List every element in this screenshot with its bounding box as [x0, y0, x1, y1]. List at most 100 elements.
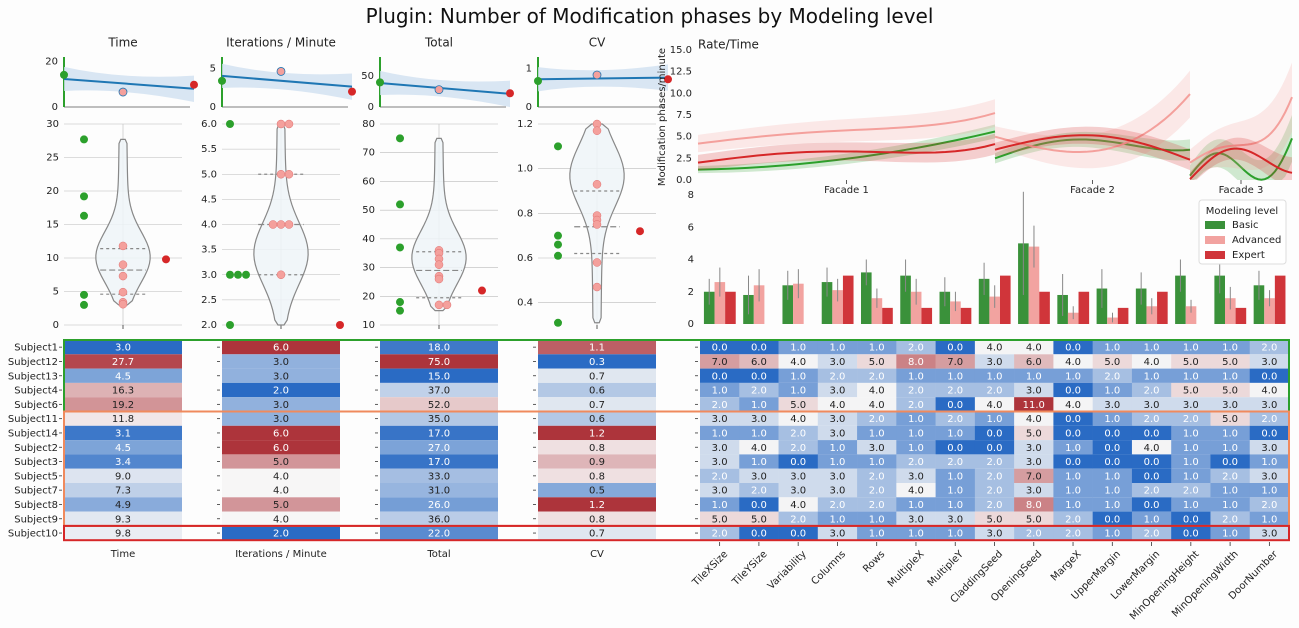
heatmap-cell	[222, 511, 340, 526]
param-heatmap-value: 1.0	[1104, 471, 1120, 482]
param-heatmap-cell	[1249, 382, 1290, 398]
regression-line	[537, 76, 669, 81]
param-heatmap-cell	[857, 425, 897, 441]
rate-advanced-f3-band	[1190, 62, 1292, 176]
param-heatmap-cell	[778, 468, 819, 483]
param-heatmap-value: 3.0	[829, 471, 845, 482]
y-tick-label: 15	[46, 220, 59, 231]
param-heatmap-value: 4.0	[829, 400, 845, 411]
param-heatmap-cell	[1249, 368, 1290, 383]
param-heatmap-value: 1.0	[1104, 500, 1120, 511]
param-heatmap-value: 6.0	[751, 357, 767, 368]
heatmap-cell-value: 4.0	[273, 514, 289, 525]
param-heatmap-value: 3.0	[829, 357, 845, 368]
param-heatmap-cell	[1092, 454, 1133, 469]
param-heatmap-cell	[857, 340, 897, 355]
param-heatmap-value: 1.0	[1183, 443, 1199, 454]
param-heatmap-cell	[1053, 525, 1093, 541]
param-heatmap-cell	[1249, 468, 1290, 483]
rate-y-tick: 7.5	[676, 110, 692, 121]
heatmap-cell	[64, 411, 182, 426]
y-tick-label: 1.0	[517, 164, 533, 175]
param-heatmap-cell	[857, 440, 897, 455]
subject-label: Subject6	[14, 400, 58, 411]
param-heatmap-cell	[1171, 483, 1211, 498]
param-heatmap-cell	[935, 468, 976, 483]
param-heatmap-value: 2.0	[1144, 386, 1160, 397]
param-heatmap-cell	[1171, 468, 1211, 483]
param-heatmap-value: 1.0	[1183, 500, 1199, 511]
point-advanced	[284, 220, 294, 229]
param-heatmap-value: 1.0	[947, 371, 963, 382]
point-advanced	[434, 274, 444, 284]
param-heatmap-value: 0.0	[1261, 428, 1277, 439]
subject-label: Subject5	[14, 471, 58, 482]
param-heatmap-value: 3.0	[947, 514, 963, 525]
param-heatmap-cell	[700, 497, 740, 512]
y-tick-label: 0	[53, 320, 59, 331]
param-heatmap-value: 2.0	[1144, 414, 1160, 425]
param-heatmap-cell	[1053, 440, 1093, 455]
param-heatmap-cell	[1249, 440, 1290, 455]
rate-expert-f2-band	[995, 126, 1190, 171]
param-heatmap-cell	[1210, 483, 1251, 498]
param-heatmap-value: 3.0	[869, 443, 885, 454]
heatmap-cell-value: 0.3	[589, 357, 605, 368]
param-heatmap-value: 1.0	[947, 428, 963, 439]
group-mean-advanced	[118, 87, 128, 97]
param-heatmap-value: 3.0	[1261, 400, 1277, 411]
param-heatmap-value: 2.0	[751, 386, 767, 397]
param-heatmap-cell	[739, 411, 779, 426]
param-heatmap-value: 0.0	[1065, 457, 1081, 468]
param-heatmap-cell	[1249, 411, 1290, 426]
param-heatmap-cell	[778, 354, 819, 369]
legend-swatch-basic	[1205, 221, 1225, 229]
param-heatmap-cell	[896, 468, 936, 483]
bar-advanced	[910, 291, 922, 324]
param-heatmap-value: 1.0	[1104, 386, 1120, 397]
param-heatmap-cell	[739, 354, 779, 369]
param-heatmap-cell	[935, 497, 976, 512]
param-heatmap-value: 4.0	[869, 400, 885, 411]
param-heatmap-value: 2.0	[1026, 529, 1042, 540]
param-heatmap-cell	[1131, 483, 1172, 498]
param-heatmap-cell	[700, 454, 740, 469]
point-advanced	[276, 170, 286, 179]
heatmap-cell	[64, 497, 182, 512]
param-column-label: MultipleX	[886, 549, 927, 590]
top-tick-label: 0	[526, 102, 532, 113]
param-heatmap-cell	[1131, 354, 1172, 369]
heatmap-cell	[380, 425, 498, 441]
param-heatmap-cell	[896, 340, 936, 355]
param-heatmap-value: 3.0	[751, 471, 767, 482]
param-heatmap-value: 0.0	[751, 500, 767, 511]
heatmap-cell-value: 1.2	[589, 500, 605, 511]
param-heatmap-value: 5.0	[790, 400, 806, 411]
y-tick-label: 5.5	[201, 144, 217, 155]
point-expert	[162, 255, 170, 264]
param-heatmap-cell	[778, 525, 819, 541]
param-heatmap-value: 2.0	[987, 500, 1003, 511]
param-heatmap-value: 1.0	[1222, 443, 1238, 454]
param-heatmap-cell	[1171, 425, 1211, 441]
param-heatmap-cell	[1131, 454, 1172, 469]
point-basic	[396, 298, 404, 307]
param-heatmap-cell	[974, 440, 1015, 455]
param-heatmap-cell	[739, 497, 779, 512]
heatmap-cell-value: 0.8	[589, 471, 605, 482]
point-basic	[226, 120, 234, 128]
bar-basic	[703, 291, 715, 324]
param-heatmap-cell	[1249, 354, 1290, 369]
param-heatmap-cell	[974, 497, 1015, 512]
heatmap-cell	[380, 483, 498, 498]
heatmap-cell-value: 5.0	[273, 500, 289, 511]
param-heatmap-value: 2.0	[908, 400, 924, 411]
param-heatmap-cell	[1131, 497, 1172, 512]
param-heatmap-value: 2.0	[987, 486, 1003, 497]
param-heatmap-value: 2.0	[1183, 486, 1199, 497]
param-heatmap-cell	[1092, 525, 1133, 541]
group-mean-advanced	[434, 85, 444, 95]
heatmap-cell-value: 9.0	[115, 471, 131, 482]
param-heatmap-value: 0.0	[947, 443, 963, 454]
param-heatmap-cell	[1092, 382, 1133, 398]
